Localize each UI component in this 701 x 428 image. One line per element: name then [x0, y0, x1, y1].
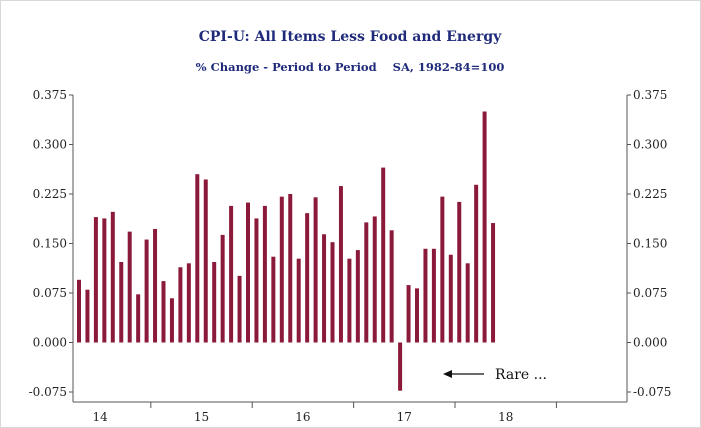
bar	[246, 202, 250, 343]
y-tick-label-right: 0.300	[633, 138, 667, 152]
bar	[398, 342, 403, 391]
x-tick-label: 16	[295, 410, 310, 424]
bar	[77, 279, 81, 343]
bar	[322, 234, 327, 343]
annotation: Rare ...	[443, 367, 547, 383]
bar	[237, 275, 242, 343]
bar	[220, 234, 225, 343]
y-tick-label-left: 0.300	[33, 138, 67, 152]
bar	[271, 256, 276, 343]
bar	[186, 263, 191, 343]
bar	[364, 222, 369, 343]
bar	[262, 205, 267, 343]
y-tick-label-right: 0.150	[633, 237, 667, 251]
y-tick-label-right: -0.075	[633, 385, 671, 399]
bar	[313, 197, 318, 343]
bar	[406, 285, 411, 343]
bar	[347, 258, 352, 343]
bar	[178, 267, 183, 343]
y-tick-label-right: 0.000	[633, 336, 667, 350]
bar	[110, 211, 115, 343]
bar	[381, 167, 386, 343]
bar	[389, 230, 394, 343]
y-tick-label-left: 0.225	[33, 187, 67, 201]
bar	[296, 258, 301, 343]
bar	[279, 196, 284, 343]
x-tick-label: 14	[92, 410, 108, 424]
x-tick-label: 15	[194, 410, 209, 424]
y-tick-label-left: 0.075	[33, 286, 67, 300]
y-tick-label-left: -0.075	[29, 385, 67, 399]
bar	[203, 179, 208, 343]
bar	[415, 288, 419, 343]
bar	[161, 281, 166, 343]
bar	[330, 242, 335, 343]
y-tick-label-left: 0.150	[33, 237, 67, 251]
bar	[102, 218, 107, 343]
bar	[355, 250, 360, 343]
bar	[431, 248, 436, 343]
bar	[440, 196, 445, 343]
bar	[127, 231, 132, 343]
bar	[136, 294, 141, 343]
bar	[448, 254, 453, 343]
bar	[254, 218, 259, 343]
bar	[305, 213, 310, 343]
x-tick-label: 18	[498, 410, 513, 424]
y-tick-label-left: 0.375	[33, 88, 67, 102]
bar	[457, 201, 462, 343]
bar	[229, 205, 234, 343]
bar	[288, 194, 293, 343]
bar	[423, 248, 428, 343]
bar	[153, 228, 158, 343]
axes: 0.375 0.375 0.300 0.300 0.225 0.225 0.150 0.150…	[29, 88, 672, 424]
bar	[169, 298, 174, 343]
bar	[119, 261, 124, 343]
bar	[465, 263, 470, 343]
y-tick-label-left: 0.000	[33, 336, 67, 350]
bar	[474, 184, 479, 343]
bar	[338, 186, 343, 343]
bar	[144, 239, 149, 343]
bar	[372, 216, 377, 343]
y-tick-label-right: 0.375	[633, 88, 667, 102]
bar	[212, 261, 217, 343]
x-tick-label: 17	[397, 410, 412, 424]
y-tick-label-right: 0.075	[633, 286, 667, 300]
chart-subtitle: % Change - Period to Period SA, 1982-84=…	[196, 60, 505, 74]
annotation-text: Rare ...	[495, 367, 547, 383]
bar	[93, 217, 98, 343]
bar	[491, 223, 496, 343]
y-tick-label-right: 0.225	[633, 187, 667, 201]
chart-title: CPI-U: All Items Less Food and Energy	[199, 29, 502, 45]
bar	[85, 289, 90, 343]
bars	[77, 111, 496, 391]
bar	[195, 174, 200, 343]
annotation-arrowhead	[443, 370, 452, 378]
bar	[482, 111, 487, 343]
